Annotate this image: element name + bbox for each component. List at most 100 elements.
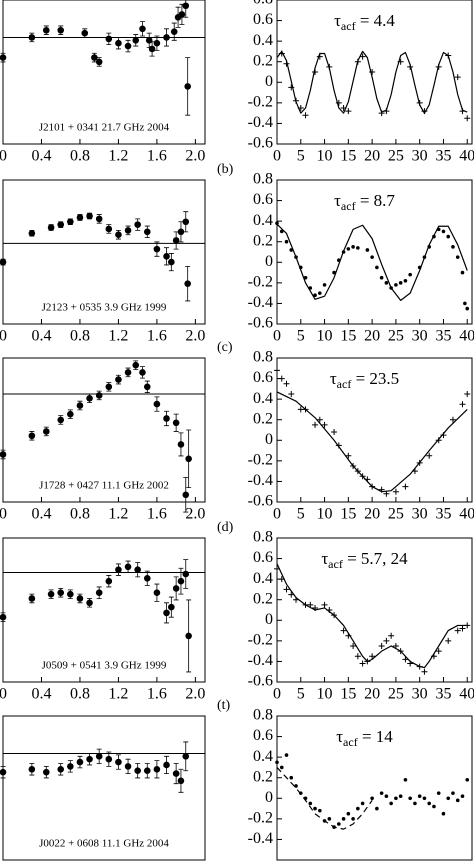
x-tick-label: 0.8 [70, 328, 90, 345]
data-point [57, 26, 65, 34]
panel-frame [2, 715, 206, 861]
data-point [124, 227, 132, 234]
source-label: J2123 + 0535 3.9 GHz 1999 [42, 302, 167, 314]
plus-marker [407, 63, 414, 70]
data-point [47, 224, 55, 231]
dot-marker [279, 229, 284, 234]
plus-marker [364, 658, 371, 665]
y-tick-label: 0.8 [253, 529, 273, 546]
x-tick-label: 0 [0, 686, 7, 703]
y-tick-label: 0.2 [253, 768, 273, 785]
y-tick-label: -0.4 [248, 114, 273, 131]
tau-symbol: τ [330, 369, 337, 388]
panel-frame [276, 715, 473, 861]
x-tick-label: 0.4 [31, 148, 51, 165]
y-tick-label: 0.4 [253, 32, 273, 49]
data-point [153, 400, 161, 408]
dot-marker [463, 301, 467, 306]
y-tick-label: -0.2 [248, 632, 273, 649]
panel-frame [2, 0, 206, 145]
data-point [182, 491, 190, 499]
plus-marker [359, 660, 366, 667]
dot-marker [294, 784, 298, 788]
data-point [86, 395, 93, 402]
dot-marker [432, 804, 436, 809]
data-point [86, 599, 93, 607]
dot-marker [413, 801, 417, 806]
plus-marker [454, 74, 461, 81]
dot-marker [318, 291, 322, 295]
x-tick-label: 15 [340, 148, 356, 165]
dot-marker [384, 794, 389, 799]
data-point [163, 761, 170, 769]
data-point [0, 451, 7, 458]
panel-label: (d) [217, 520, 234, 535]
x-tick-label: 20 [364, 328, 380, 345]
data-point [105, 577, 113, 585]
dot-marker [346, 811, 351, 816]
tau-symbol: τ [336, 727, 343, 746]
plus-marker [388, 632, 395, 639]
plus-marker [326, 607, 333, 613]
data-point [182, 753, 190, 760]
dot-marker [365, 248, 370, 252]
dot-marker [370, 796, 374, 801]
data-point [184, 280, 191, 287]
data-point [95, 58, 103, 66]
x-tick-label: 10 [317, 328, 333, 345]
dot-marker [318, 808, 322, 813]
data-point [163, 415, 170, 422]
plus-marker [369, 483, 376, 490]
plus-marker [402, 656, 409, 663]
data-point [124, 369, 132, 376]
dot-marker [398, 794, 403, 799]
dot-marker [284, 753, 289, 757]
dot-marker [394, 796, 398, 801]
y-tick-label: 0.4 [253, 748, 273, 765]
x-tick-label: 35 [435, 148, 451, 165]
plus-marker [354, 653, 361, 660]
tau-subscript: acf [341, 199, 356, 213]
x-tick-label: 5 [297, 506, 305, 523]
tau-value: = 23.5 [351, 369, 399, 388]
x-tick-label: 2.0 [185, 686, 205, 703]
data-point [143, 383, 151, 391]
dot-marker [403, 279, 408, 283]
data-point [57, 589, 65, 597]
data-point [143, 575, 151, 582]
data-point [143, 228, 151, 236]
dot-marker [370, 255, 374, 259]
data-point [134, 566, 141, 573]
x-tick-label: 20 [364, 148, 380, 165]
tau-value: = 14 [358, 727, 394, 746]
plus-marker [369, 69, 376, 75]
dot-marker [375, 265, 379, 270]
y-tick-label: 0 [265, 73, 273, 90]
panel-frame [276, 537, 473, 683]
tau-label: τacf = 14 [336, 727, 393, 749]
tau-symbol: τ [334, 11, 341, 30]
dot-marker [298, 265, 303, 270]
panel-label: (c) [217, 340, 233, 355]
x-tick-label: 0 [0, 506, 7, 523]
data-point [28, 765, 36, 773]
x-tick-label: 1.2 [108, 686, 128, 703]
y-tick-label: 0.8 [253, 171, 273, 188]
plus-marker [383, 637, 390, 644]
data-point [115, 39, 122, 47]
plus-marker [383, 490, 390, 497]
x-tick-label: 0.4 [31, 506, 51, 523]
tau-subscript: acf [328, 557, 343, 571]
y-tick-label: -0.4 [248, 472, 273, 489]
data-point [177, 441, 185, 448]
dot-marker [427, 801, 431, 806]
plus-marker [459, 401, 466, 408]
source-label: J0022 + 0608 11.1 GHz 2004 [39, 838, 169, 850]
plus-marker [316, 416, 323, 423]
dot-marker [455, 255, 460, 259]
tau-label: τacf = 5.7, 24 [321, 549, 408, 571]
x-tick-label: 2.0 [185, 148, 205, 165]
plus-marker [302, 112, 309, 119]
plus-marker [445, 637, 452, 644]
dot-marker [356, 806, 360, 811]
